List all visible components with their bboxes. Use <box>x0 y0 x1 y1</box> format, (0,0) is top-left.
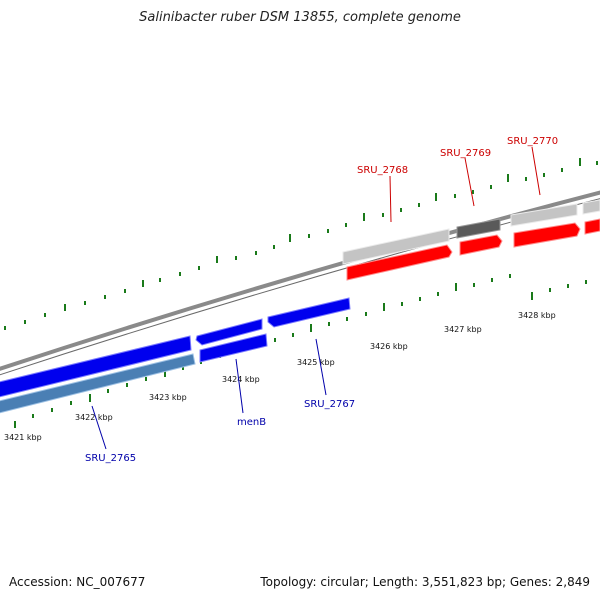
gene-label[interactable]: SRU_2767 <box>304 399 355 410</box>
cds-arrow[interactable] <box>513 222 581 248</box>
cds-arrow[interactable] <box>195 318 263 346</box>
scale-label: 3425 kbp <box>297 358 335 367</box>
cds-arrow[interactable] <box>346 244 453 281</box>
gene-arrow[interactable] <box>342 228 450 265</box>
gene-arrow[interactable] <box>510 203 578 227</box>
cds-arrow[interactable] <box>459 234 503 256</box>
reverse-strand-genes <box>0 297 351 414</box>
scale-label: 3424 kbp <box>222 375 260 384</box>
gene-arrow[interactable] <box>0 353 196 414</box>
gene-label[interactable]: SRU_2769 <box>440 148 491 159</box>
outer-tick-ring <box>4 158 598 330</box>
gene-label[interactable]: SRU_2768 <box>357 165 408 176</box>
cds-arrow[interactable] <box>584 218 600 235</box>
inner-tick-ring <box>14 274 587 428</box>
cds-arrow[interactable] <box>199 333 268 363</box>
label-leaders <box>91 146 541 450</box>
scale-label: 3427 kbp <box>444 325 482 334</box>
accession-text: Accession: NC_007677 <box>9 575 146 589</box>
gene-label[interactable]: menB <box>237 417 266 428</box>
scale-label: 3423 kbp <box>149 393 187 402</box>
gene-label[interactable]: SRU_2765 <box>85 453 136 464</box>
backbone <box>0 190 600 376</box>
scale-label: 3421 kbp <box>4 433 42 442</box>
scale-label: 3426 kbp <box>370 342 408 351</box>
scale-label: 3422 kbp <box>75 413 113 422</box>
map-title: Salinibacter ruber DSM 13855, complete g… <box>139 10 461 25</box>
genome-summary-text: Topology: circular; Length: 3,551,823 bp… <box>260 575 590 589</box>
forward-strand-genes <box>342 199 600 281</box>
gene-arrow[interactable] <box>582 199 600 215</box>
cds-arrow[interactable] <box>267 297 351 328</box>
cds-arrow[interactable] <box>0 335 192 398</box>
gene-label[interactable]: SRU_2770 <box>507 136 558 147</box>
gene-arrow[interactable] <box>456 218 501 239</box>
scale-label: 3428 kbp <box>518 311 556 320</box>
